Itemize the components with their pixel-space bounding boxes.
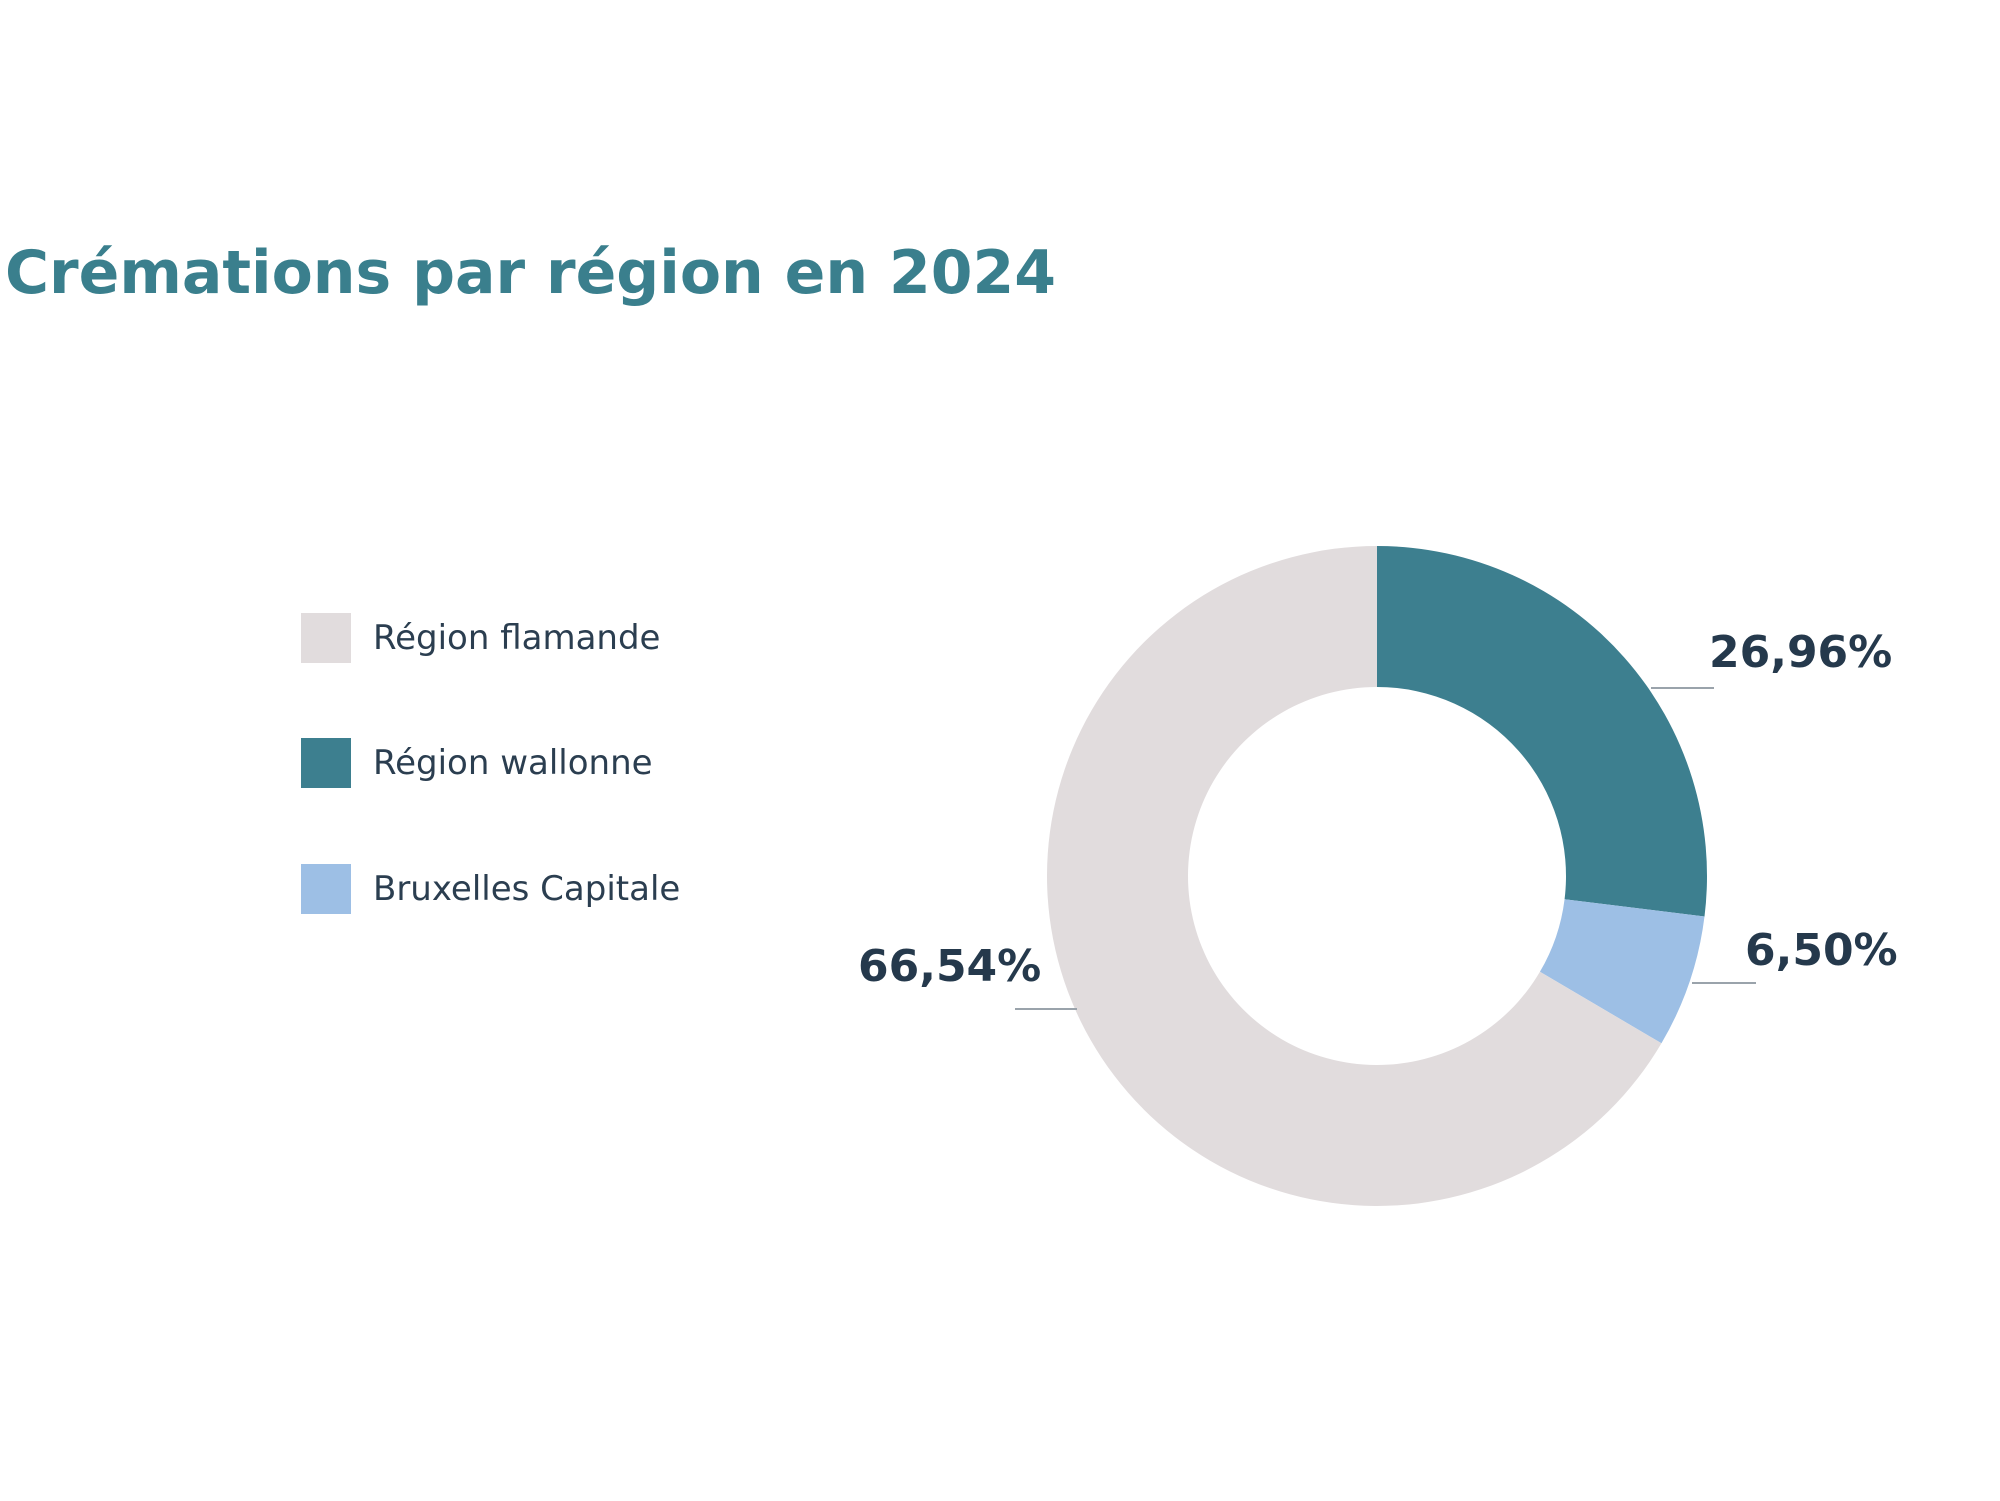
chart-title: Crémations par région en 2024 — [5, 238, 1056, 308]
legend-label: Région wallonne — [373, 743, 653, 783]
slice-flamande — [1046, 546, 1662, 1207]
legend-label: Région flamande — [373, 618, 661, 658]
legend-item-flamande: Région flamande — [301, 613, 660, 663]
legend-swatch — [301, 738, 351, 788]
legend-swatch — [301, 864, 351, 914]
legend-swatch — [301, 613, 351, 663]
data-label-wallonne: 26,96% — [1709, 627, 1892, 678]
legend-item-wallonne: Région wallonne — [301, 738, 653, 788]
slice-wallonne — [1377, 546, 1707, 917]
legend-label: Bruxelles Capitale — [373, 869, 681, 909]
data-label-flamande: 66,54% — [858, 941, 1041, 992]
legend-item-bruxelles: Bruxelles Capitale — [301, 864, 680, 914]
data-label-bruxelles: 6,50% — [1745, 925, 1898, 976]
slice-bruxelles — [1539, 899, 1705, 1044]
